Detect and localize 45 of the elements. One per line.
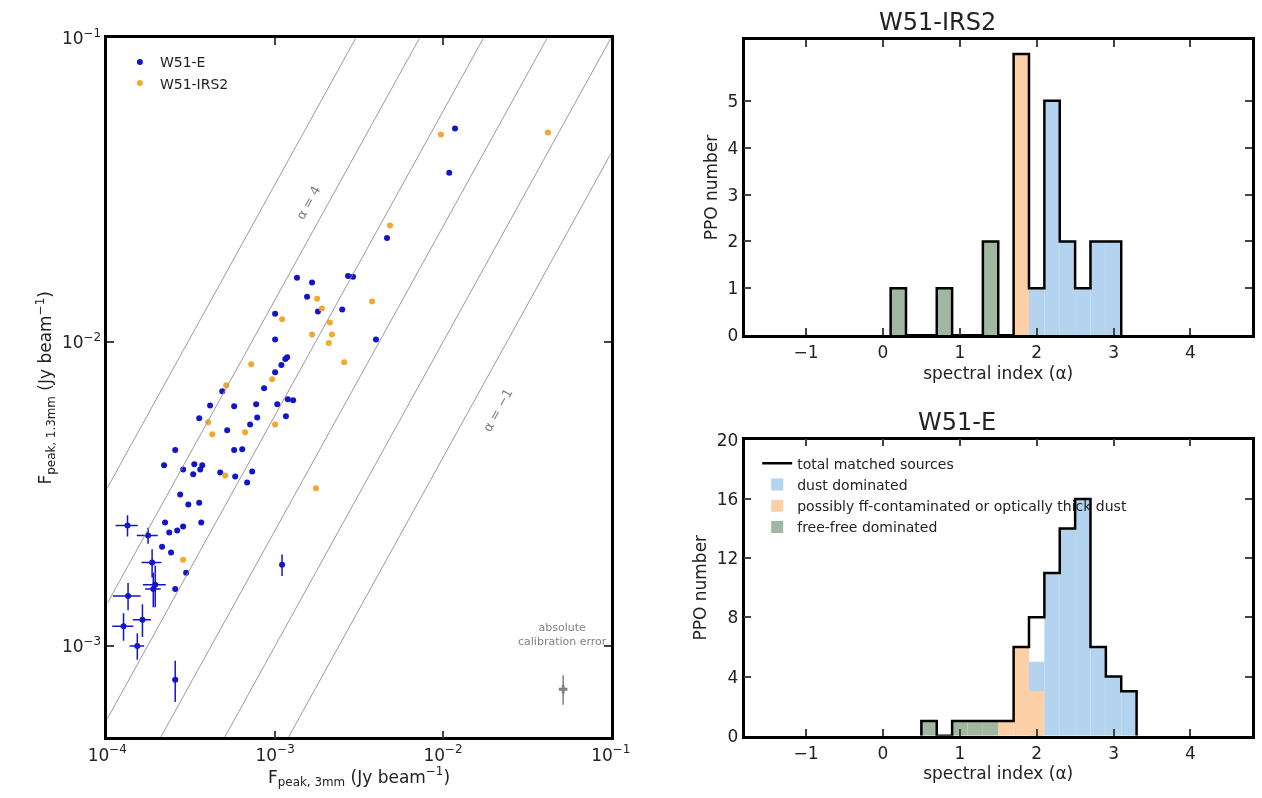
y-tick-label: 0 — [727, 725, 739, 746]
y-tick-label: 2 — [727, 231, 739, 252]
y-tick-label: 10$^{−1}$ — [61, 26, 102, 49]
x-tick-label: 10$^{−2}$ — [423, 742, 463, 765]
legend-label: W51-IRS2 — [159, 75, 229, 92]
y-tick-label: 20 — [716, 429, 739, 450]
y-axis-title: PPO number — [701, 134, 722, 241]
chart-title: W51-IRS2 — [879, 8, 997, 36]
x-tick-label: 1 — [954, 342, 966, 363]
x-axis-title: F$_{peak, 3mm}$ (Jy beam$^{−1}$) — [268, 764, 451, 790]
x-tick-label: 3 — [1108, 342, 1119, 363]
x-tick-label: 10$^{−1}$ — [591, 742, 631, 765]
legend-label: free-free dominated — [797, 519, 938, 536]
annotation: α = 4 — [292, 183, 324, 223]
y-tick-label: 3 — [727, 184, 739, 205]
y-tick-label: 16 — [716, 488, 739, 509]
y-axis-title: PPO number — [690, 534, 711, 641]
annotation: α = −1 — [479, 385, 516, 435]
y-tick-label: 4 — [727, 137, 739, 158]
annotation: absolute calibration error — [518, 621, 607, 649]
x-axis-title: spectral index (α) — [923, 362, 1074, 383]
chart-title: W51-E — [918, 408, 997, 436]
legend-label: W51-E — [159, 54, 206, 71]
x-tick-label: 2 — [1031, 742, 1043, 763]
y-tick-label: 1 — [727, 278, 739, 299]
y-tick-label: 5 — [727, 90, 739, 111]
x-tick-label: 10$^{−4}$ — [87, 742, 127, 765]
legend-label: dust dominated — [797, 476, 908, 493]
y-tick-label: 12 — [716, 548, 739, 569]
y-tick-label: 0 — [727, 325, 739, 346]
x-axis-title: spectral index (α) — [923, 763, 1074, 784]
x-tick-label: −1 — [793, 342, 819, 363]
x-tick-label: 1 — [954, 742, 966, 763]
x-tick-label: 10$^{−3}$ — [255, 742, 295, 765]
y-tick-label: 8 — [727, 607, 739, 628]
x-tick-label: 2 — [1031, 342, 1043, 363]
x-tick-label: 0 — [877, 742, 889, 763]
y-tick-label: 10$^{−3}$ — [61, 633, 102, 656]
legend-label: total matched sources — [797, 455, 954, 472]
x-tick-label: 0 — [877, 342, 889, 363]
x-tick-label: 4 — [1185, 342, 1196, 363]
x-tick-label: −1 — [793, 742, 819, 763]
x-tick-label: 3 — [1108, 742, 1119, 763]
x-tick-label: 4 — [1185, 742, 1196, 763]
y-tick-label: 4 — [727, 666, 739, 687]
